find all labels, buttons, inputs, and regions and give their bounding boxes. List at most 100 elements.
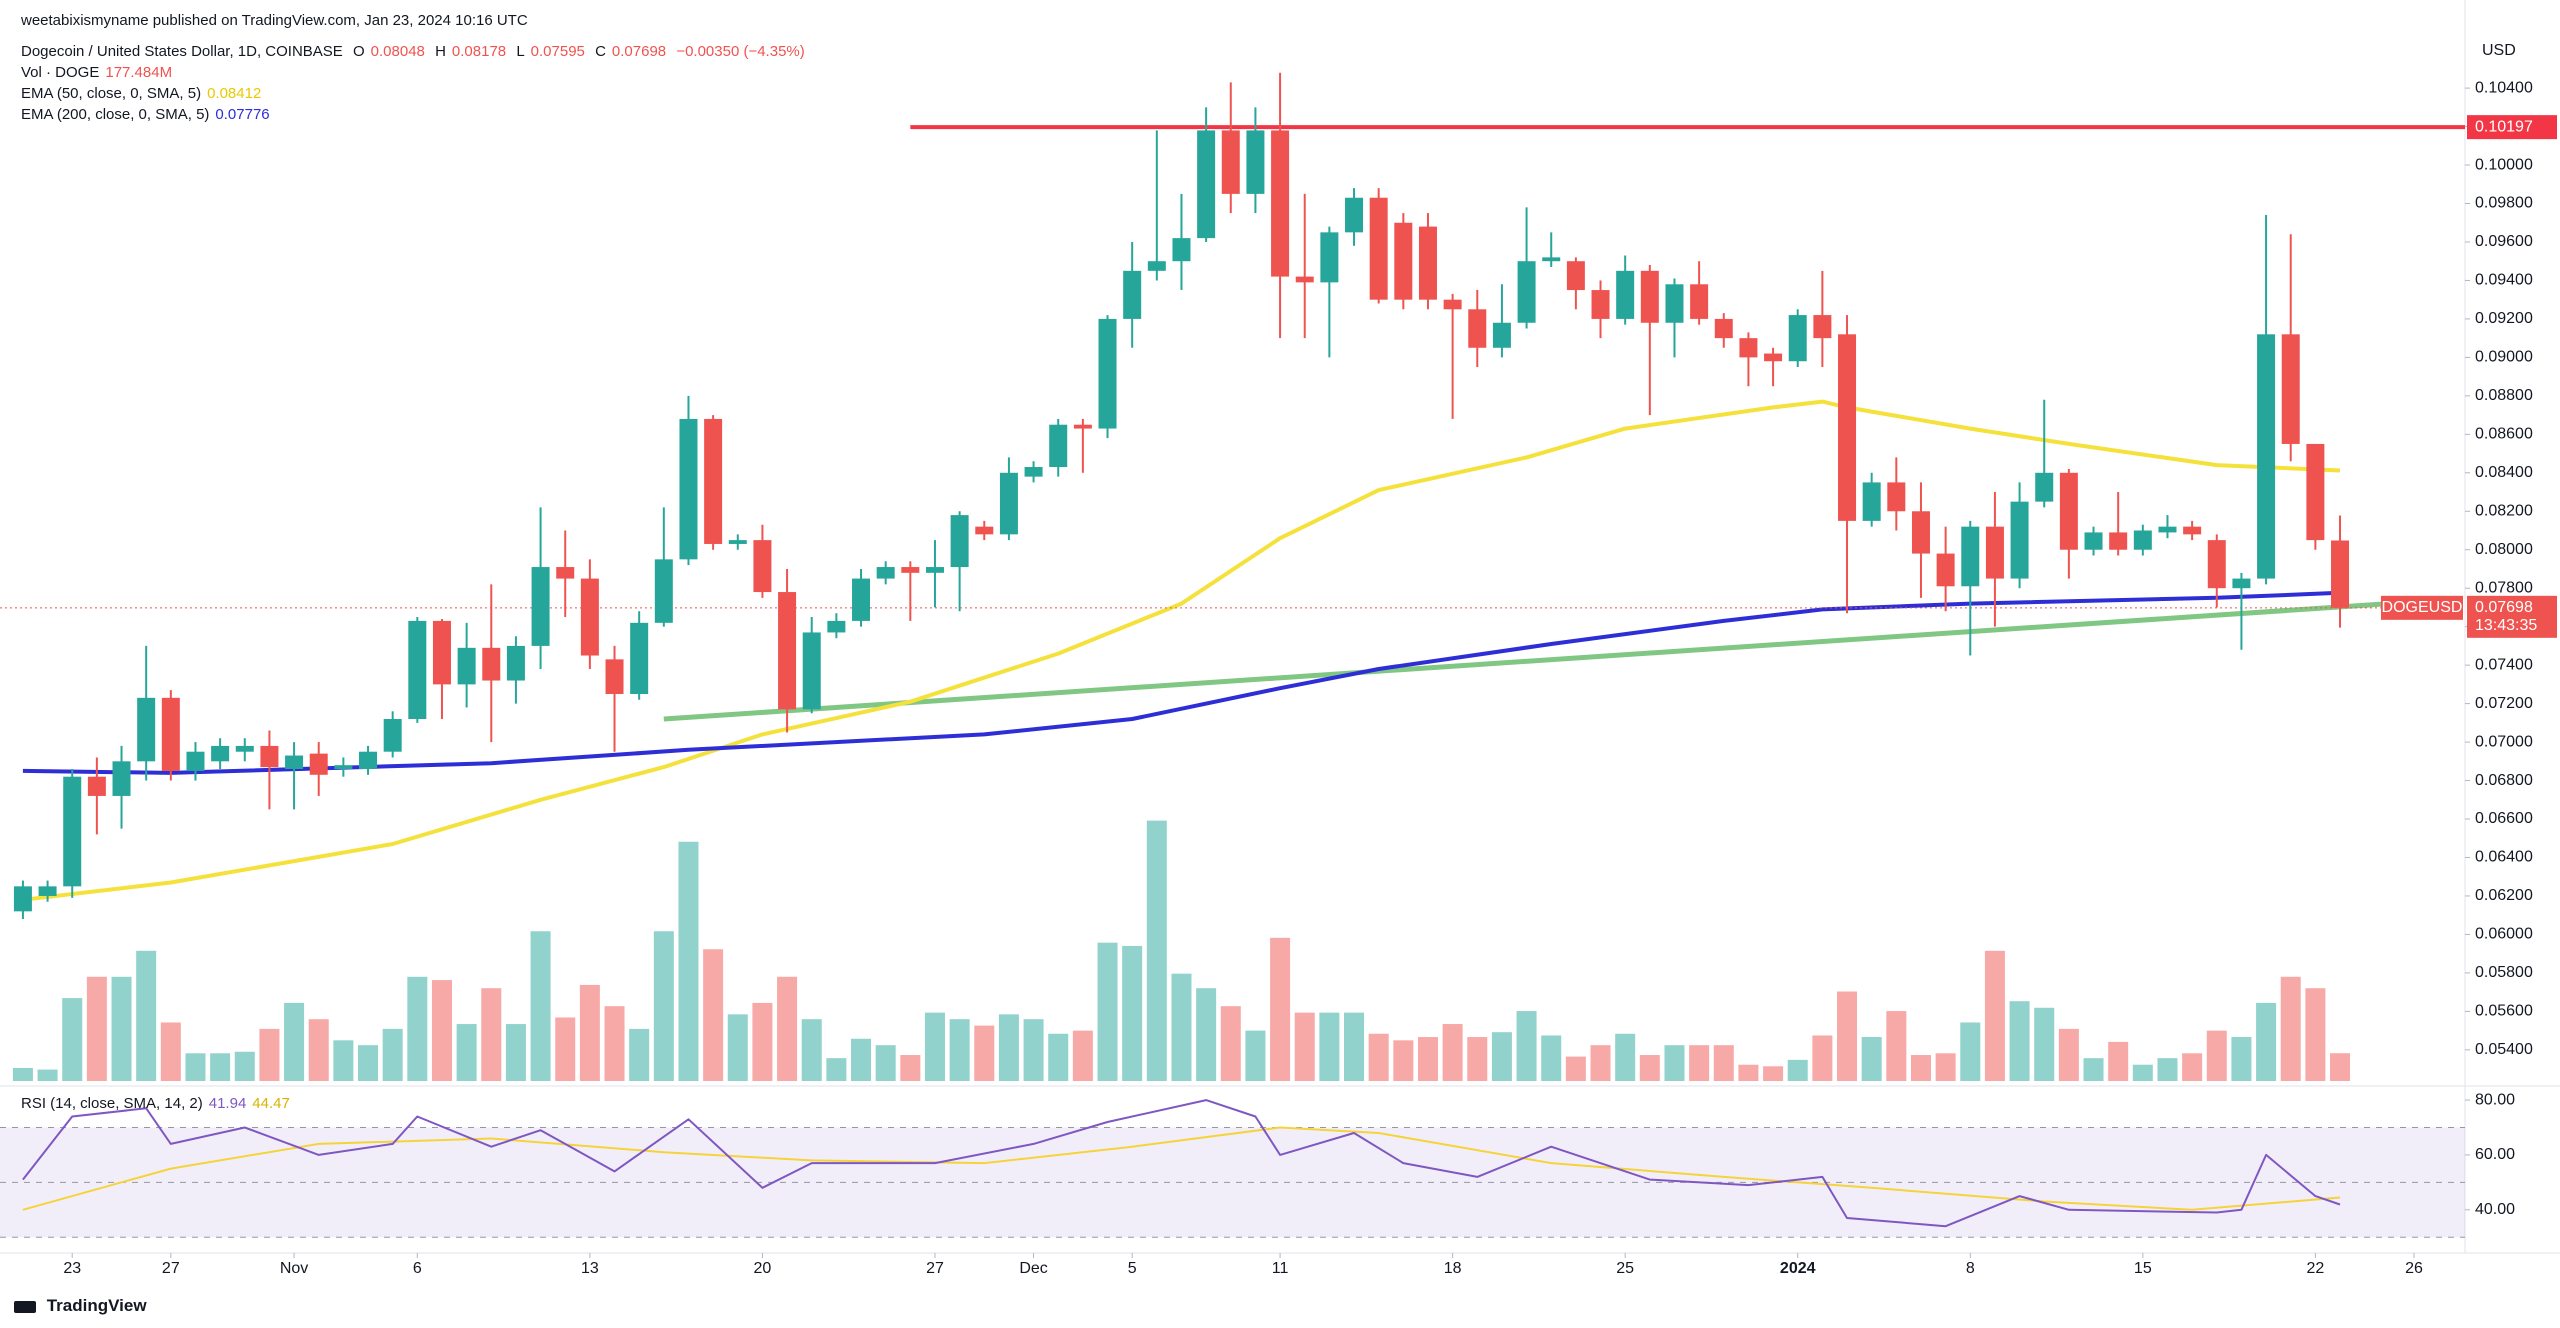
y-tick-label: 0.09600 — [2475, 233, 2533, 250]
volume-bar — [1196, 988, 1217, 1081]
volume-bar — [851, 1038, 872, 1081]
volume-bar — [1294, 1012, 1315, 1081]
candle-body — [654, 559, 673, 623]
volume-name: Vol · DOGE — [21, 64, 100, 81]
candle-body — [1345, 197, 1364, 233]
volume-bar — [998, 1014, 1019, 1081]
volume-bar — [555, 1017, 576, 1081]
candle-body — [1566, 261, 1585, 291]
volume-bar — [1368, 1033, 1389, 1081]
candle-body — [753, 540, 772, 593]
volume-bar — [505, 1024, 526, 1081]
volume-bar — [1910, 1055, 1931, 1081]
volume-bar — [801, 1019, 822, 1081]
candle-body — [1123, 270, 1142, 319]
candle-body — [1862, 482, 1881, 521]
price-label: 0.07698 — [2475, 599, 2533, 616]
volume-bar — [1393, 1040, 1414, 1081]
volume-bar — [1590, 1045, 1611, 1081]
volume-bar — [1417, 1037, 1438, 1081]
x-tick-label: 18 — [1444, 1260, 1462, 1277]
candle-body — [1665, 284, 1684, 323]
volume-bar — [924, 1012, 945, 1081]
candle-body — [925, 567, 944, 573]
candle-body — [852, 578, 871, 621]
rsi-tick-label: 60.00 — [2475, 1146, 2515, 1163]
candle-body — [1813, 315, 1832, 339]
candle-body — [2084, 532, 2103, 550]
y-tick-label: 0.07400 — [2475, 656, 2533, 673]
candle-body — [1985, 526, 2004, 579]
candle-body — [1073, 424, 1092, 429]
y-tick-label: 0.09000 — [2475, 349, 2533, 366]
x-tick-label: 2024 — [1780, 1260, 1816, 1277]
candle-body — [1591, 290, 1610, 319]
y-tick-label: 0.08000 — [2475, 541, 2533, 558]
ohlc-label: O — [352, 43, 365, 60]
change: −0.00350 (−4.35%) — [676, 43, 805, 60]
candle-body — [432, 620, 451, 685]
x-tick-label: 6 — [413, 1260, 422, 1277]
volume-bar — [481, 988, 502, 1081]
volume-bar — [974, 1025, 995, 1081]
y-tick-label: 0.07000 — [2475, 733, 2533, 750]
volume-bar — [431, 980, 452, 1081]
volume-bar — [1097, 942, 1118, 1081]
candle-body — [630, 622, 649, 694]
ema-value: 0.08412 — [207, 85, 262, 102]
brand-logo — [14, 1300, 36, 1313]
rsi-band — [0, 1127, 2465, 1238]
candle-body — [112, 761, 131, 796]
candle-body — [482, 647, 501, 681]
volume-bar — [333, 1040, 354, 1081]
rsi-legend: RSI (14, close, SMA, 14, 2) 41.94 44.47 — [21, 1095, 296, 1112]
volume-bar — [136, 950, 157, 1081]
y-tick-label: 0.07200 — [2475, 695, 2533, 712]
x-tick-label: 27 — [926, 1260, 944, 1277]
candle-body — [457, 647, 476, 685]
volume-bar — [2034, 1007, 2055, 1081]
candle-body — [285, 755, 304, 770]
ema-name: EMA (200, close, 0, SMA, 5) — [21, 106, 210, 123]
y-tick-label: 0.08200 — [2475, 502, 2533, 519]
candle-body — [235, 745, 254, 752]
brand-name: TradingView — [46, 1296, 147, 1315]
volume-bar — [1072, 1030, 1093, 1081]
x-tick-label: 11 — [1272, 1260, 1289, 1277]
volume-bar — [900, 1055, 921, 1081]
volume-bar — [1861, 1037, 1882, 1081]
candle-body — [186, 751, 205, 771]
ohlc-label: C — [595, 43, 606, 60]
volume-bar — [1245, 1030, 1266, 1081]
candle-body — [309, 753, 328, 775]
published: weetabixismyname published on TradingVie… — [21, 12, 528, 29]
candle-body — [1049, 424, 1068, 468]
candle-body — [2306, 443, 2325, 541]
candle-body — [2281, 334, 2300, 444]
volume-bar — [1664, 1045, 1685, 1081]
volume-bar — [2058, 1028, 2079, 1081]
candle-body — [950, 515, 969, 568]
candle-body — [2183, 526, 2202, 535]
volume-bar — [1541, 1035, 1562, 1081]
volume-bar — [456, 1024, 477, 1081]
y-tick-label: 0.08800 — [2475, 387, 2533, 404]
candle-body — [334, 765, 353, 770]
candle-body — [2158, 526, 2177, 533]
rsi-name: RSI (14, close, SMA, 14, 2) — [21, 1095, 203, 1112]
candle-body — [1024, 467, 1043, 477]
x-tick-label: 20 — [754, 1260, 772, 1277]
symbol-tag — [2381, 595, 2463, 620]
candle-body — [2035, 472, 2054, 502]
y-tick-label: 0.06800 — [2475, 772, 2533, 789]
candle-body — [1887, 482, 1906, 512]
candle-body — [531, 567, 550, 646]
candle-body — [1098, 318, 1117, 429]
candle-body — [1221, 130, 1240, 194]
y-tick-label: 0.06000 — [2475, 926, 2533, 943]
candle-body — [1320, 232, 1339, 283]
ohlc-value: 0.07698 — [611, 43, 667, 60]
volume-bar — [1442, 1024, 1463, 1081]
volume-bar — [1270, 937, 1291, 1081]
